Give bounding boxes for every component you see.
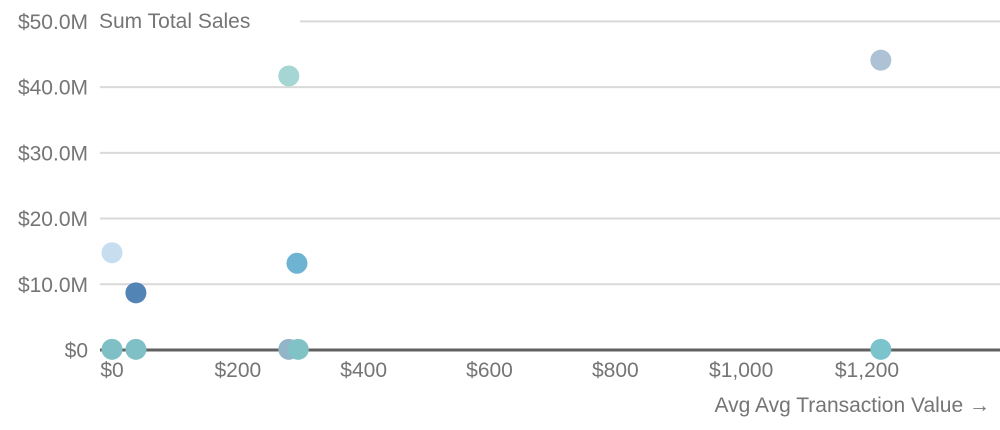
data-point[interactable] <box>278 65 300 87</box>
data-point[interactable] <box>125 282 147 304</box>
data-point[interactable] <box>870 49 892 71</box>
x-tick-label: $600 <box>466 359 513 382</box>
data-point[interactable] <box>870 338 892 360</box>
y-tick-label: $30.0M <box>18 142 88 165</box>
data-point[interactable] <box>101 242 123 264</box>
x-tick-label: $400 <box>340 359 387 382</box>
x-tick-label: $1,200 <box>835 359 899 382</box>
y-axis-title: Sum Total Sales <box>99 10 251 33</box>
data-point[interactable] <box>125 338 147 360</box>
x-tick-label: $200 <box>214 359 261 382</box>
y-tick-label: $20.0M <box>18 208 88 231</box>
x-axis-title: Avg Avg Transaction Value → <box>714 394 990 417</box>
x-tick-label: $0 <box>100 359 123 382</box>
data-point[interactable] <box>287 338 309 360</box>
data-point[interactable] <box>101 338 123 360</box>
y-tick-label: $40.0M <box>18 77 88 100</box>
y-tick-label: $0 <box>65 340 88 363</box>
data-point[interactable] <box>286 252 308 274</box>
y-tick-label: $50.0M <box>18 11 88 34</box>
x-tick-label: $1,000 <box>709 359 773 382</box>
y-tick-label: $10.0M <box>18 274 88 297</box>
x-tick-label: $800 <box>592 359 639 382</box>
